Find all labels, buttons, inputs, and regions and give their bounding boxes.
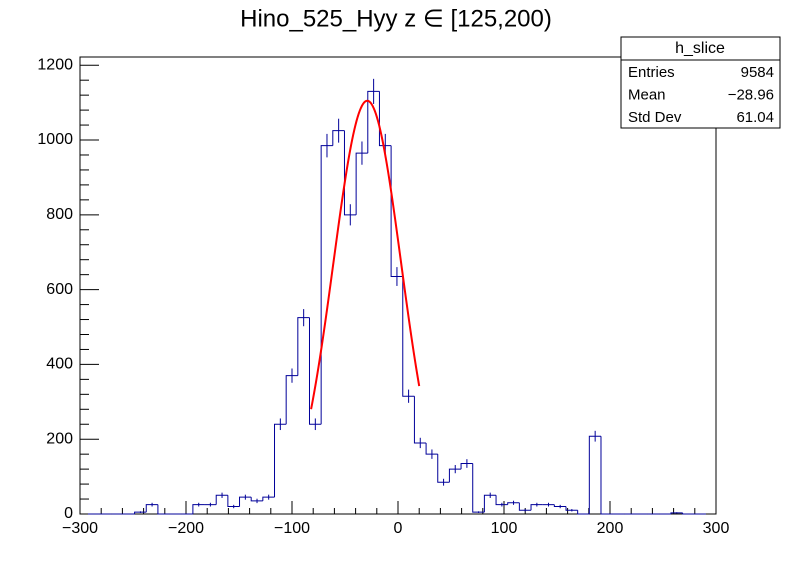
x-tick-label: 100 bbox=[491, 520, 518, 537]
histogram-bin bbox=[483, 494, 497, 513]
stats-title: h_slice bbox=[675, 40, 725, 57]
histogram-bin bbox=[285, 375, 298, 425]
chart-title: Hino_525_Hyy z ∈ [125,200) bbox=[240, 5, 552, 32]
x-tick-label: 300 bbox=[703, 520, 730, 537]
stats-value: 61.04 bbox=[736, 109, 774, 126]
x-tick-label: 200 bbox=[597, 520, 624, 537]
y-tick-label: 800 bbox=[46, 206, 73, 223]
x-tick-label: −200 bbox=[168, 520, 204, 537]
stats-label: Mean bbox=[628, 86, 666, 103]
histogram-bin bbox=[297, 317, 310, 376]
y-tick-label: 200 bbox=[46, 430, 73, 447]
histogram-bin bbox=[670, 512, 683, 514]
stats-frame bbox=[620, 36, 781, 129]
x-tick-label: −100 bbox=[274, 520, 310, 537]
histogram-bin bbox=[250, 497, 263, 502]
histogram-bin bbox=[448, 468, 462, 483]
y-tick-label: 600 bbox=[46, 281, 73, 298]
x-tick-label: 0 bbox=[394, 520, 403, 537]
y-tick-label: 0 bbox=[64, 505, 73, 522]
stats-value: 9584 bbox=[741, 64, 774, 81]
y-tick-label: 1200 bbox=[37, 56, 73, 73]
histogram-bin bbox=[413, 396, 427, 444]
histogram-bin bbox=[682, 512, 695, 515]
y-tick-label: 400 bbox=[46, 356, 73, 373]
histogram-bin bbox=[378, 91, 392, 147]
histogram-bin bbox=[530, 504, 543, 511]
histogram-bin bbox=[320, 145, 333, 425]
histogram-bin bbox=[588, 435, 601, 514]
histogram-bin bbox=[402, 276, 415, 397]
histogram-bin bbox=[367, 90, 380, 154]
fit-curve bbox=[310, 99, 421, 410]
stats-value: −28.96 bbox=[728, 86, 774, 103]
histogram-bin bbox=[215, 494, 228, 505]
histogram-bin bbox=[425, 442, 438, 455]
histogram-bin bbox=[192, 504, 205, 514]
histogram-bin bbox=[145, 504, 158, 513]
histogram-bin bbox=[553, 504, 567, 508]
histogram-bin bbox=[460, 463, 473, 470]
histogram-bin bbox=[437, 454, 450, 483]
x-tick-label: −300 bbox=[62, 520, 98, 537]
histogram-bin bbox=[274, 423, 287, 498]
histogram-bin bbox=[518, 502, 532, 511]
histogram-bin bbox=[577, 510, 590, 515]
histogram-bin bbox=[157, 504, 170, 515]
stats-label: Entries bbox=[628, 64, 675, 81]
histogram-bin bbox=[507, 502, 520, 505]
histogram-bin bbox=[600, 436, 613, 515]
histogram-bin bbox=[472, 463, 485, 513]
histogram-bin bbox=[262, 496, 275, 501]
histogram-bin bbox=[495, 495, 508, 506]
histogram-bin bbox=[565, 506, 578, 511]
histogram-bin bbox=[343, 130, 357, 216]
histogram-bin bbox=[355, 152, 368, 215]
histogram-bin bbox=[332, 130, 345, 146]
stats-label: Std Dev bbox=[628, 109, 682, 126]
histogram-bin bbox=[134, 511, 147, 514]
histogram-bin bbox=[308, 317, 322, 425]
stats-box: h_slice Entries 9584 Mean −28.96 Std Dev 61.0… bbox=[620, 36, 781, 129]
histogram-bin bbox=[239, 496, 252, 507]
y-tick-label: 1000 bbox=[37, 131, 73, 148]
histogram-bin bbox=[227, 495, 240, 508]
